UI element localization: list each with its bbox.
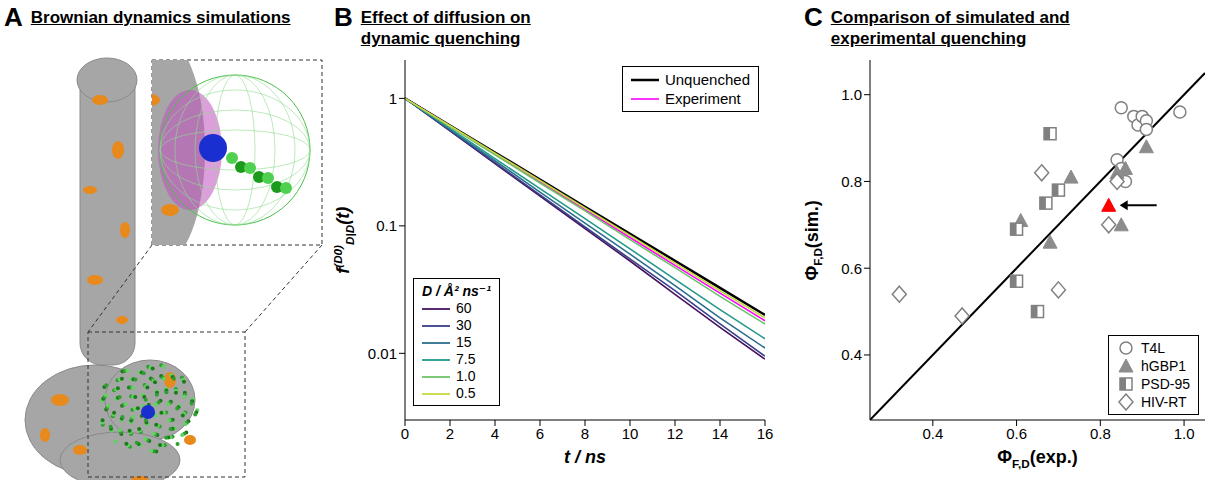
html-text:(sim.): (sim.) (801, 199, 822, 248)
html-text:Experiment: Experiment (664, 90, 741, 107)
svg-text:0.6: 0.6 (841, 260, 862, 277)
svg-text:1.0: 1.0 (841, 86, 862, 103)
html-text:HIV-RT: HIV-RT (1141, 394, 1187, 410)
svg-text:14: 14 (712, 425, 729, 442)
svg-text:12: 12 (667, 425, 684, 442)
html-text:7.5: 7.5 (456, 351, 476, 367)
html-text:t / ns: t / ns (564, 447, 606, 467)
svg-text:8: 8 (581, 425, 589, 442)
html-text:(t): (t) (332, 206, 353, 225)
svg-text:4: 4 (491, 425, 499, 442)
html-text:B Effect of diffusion on dynam: B Effect of diffusion on dynamic quenchi… (334, 2, 531, 48)
svg-text:1: 1 (389, 90, 397, 107)
svg-text:0.8: 0.8 (841, 173, 862, 190)
html-text:60: 60 (456, 300, 472, 316)
html-text:T4L: T4L (1141, 340, 1166, 356)
html-text:Φ: Φ (801, 265, 822, 281)
html-text:hGBP1: hGBP1 (1141, 358, 1187, 374)
svg-text:0.8: 0.8 (1090, 425, 1111, 442)
html-text:ΦF,D(exp.): ΦF,D(exp.) (997, 447, 1078, 470)
html-text:15: 15 (456, 334, 472, 350)
html-text:D / Å² ns⁻¹: D / Å² ns⁻¹ (422, 283, 491, 299)
svg-text:1.0: 1.0 (1174, 425, 1195, 442)
svg-text:16: 16 (757, 425, 774, 442)
html-text:1.0: 1.0 (456, 368, 476, 384)
html-text:F,D: F,D (811, 247, 825, 266)
html-text:(D0): (D0) (330, 244, 344, 268)
html-text:D|D: D|D (342, 224, 356, 245)
html-text:0.5: 0.5 (456, 385, 476, 401)
svg-text:6: 6 (536, 425, 544, 442)
html-text:Unquenched: Unquenched (664, 71, 750, 88)
html-text:30: 30 (456, 317, 472, 333)
html-text:C Comparison of simulated and: C Comparison of simulated and experiment… (804, 2, 1070, 48)
svg-text:0: 0 (401, 425, 409, 442)
html-text:A Brownian dynamics simulation: A Brownian dynamics simulations (4, 2, 291, 32)
svg-text:0.4: 0.4 (922, 425, 943, 442)
svg-text:0.01: 0.01 (368, 345, 397, 362)
html-text:f: f (332, 267, 353, 274)
html-text:PSD-95: PSD-95 (1141, 376, 1190, 392)
svg-text:0.1: 0.1 (376, 217, 397, 234)
svg-text:0.4: 0.4 (841, 346, 862, 363)
svg-text:10: 10 (622, 425, 639, 442)
svg-text:0.6: 0.6 (1006, 425, 1027, 442)
svg-text:2: 2 (446, 425, 454, 442)
